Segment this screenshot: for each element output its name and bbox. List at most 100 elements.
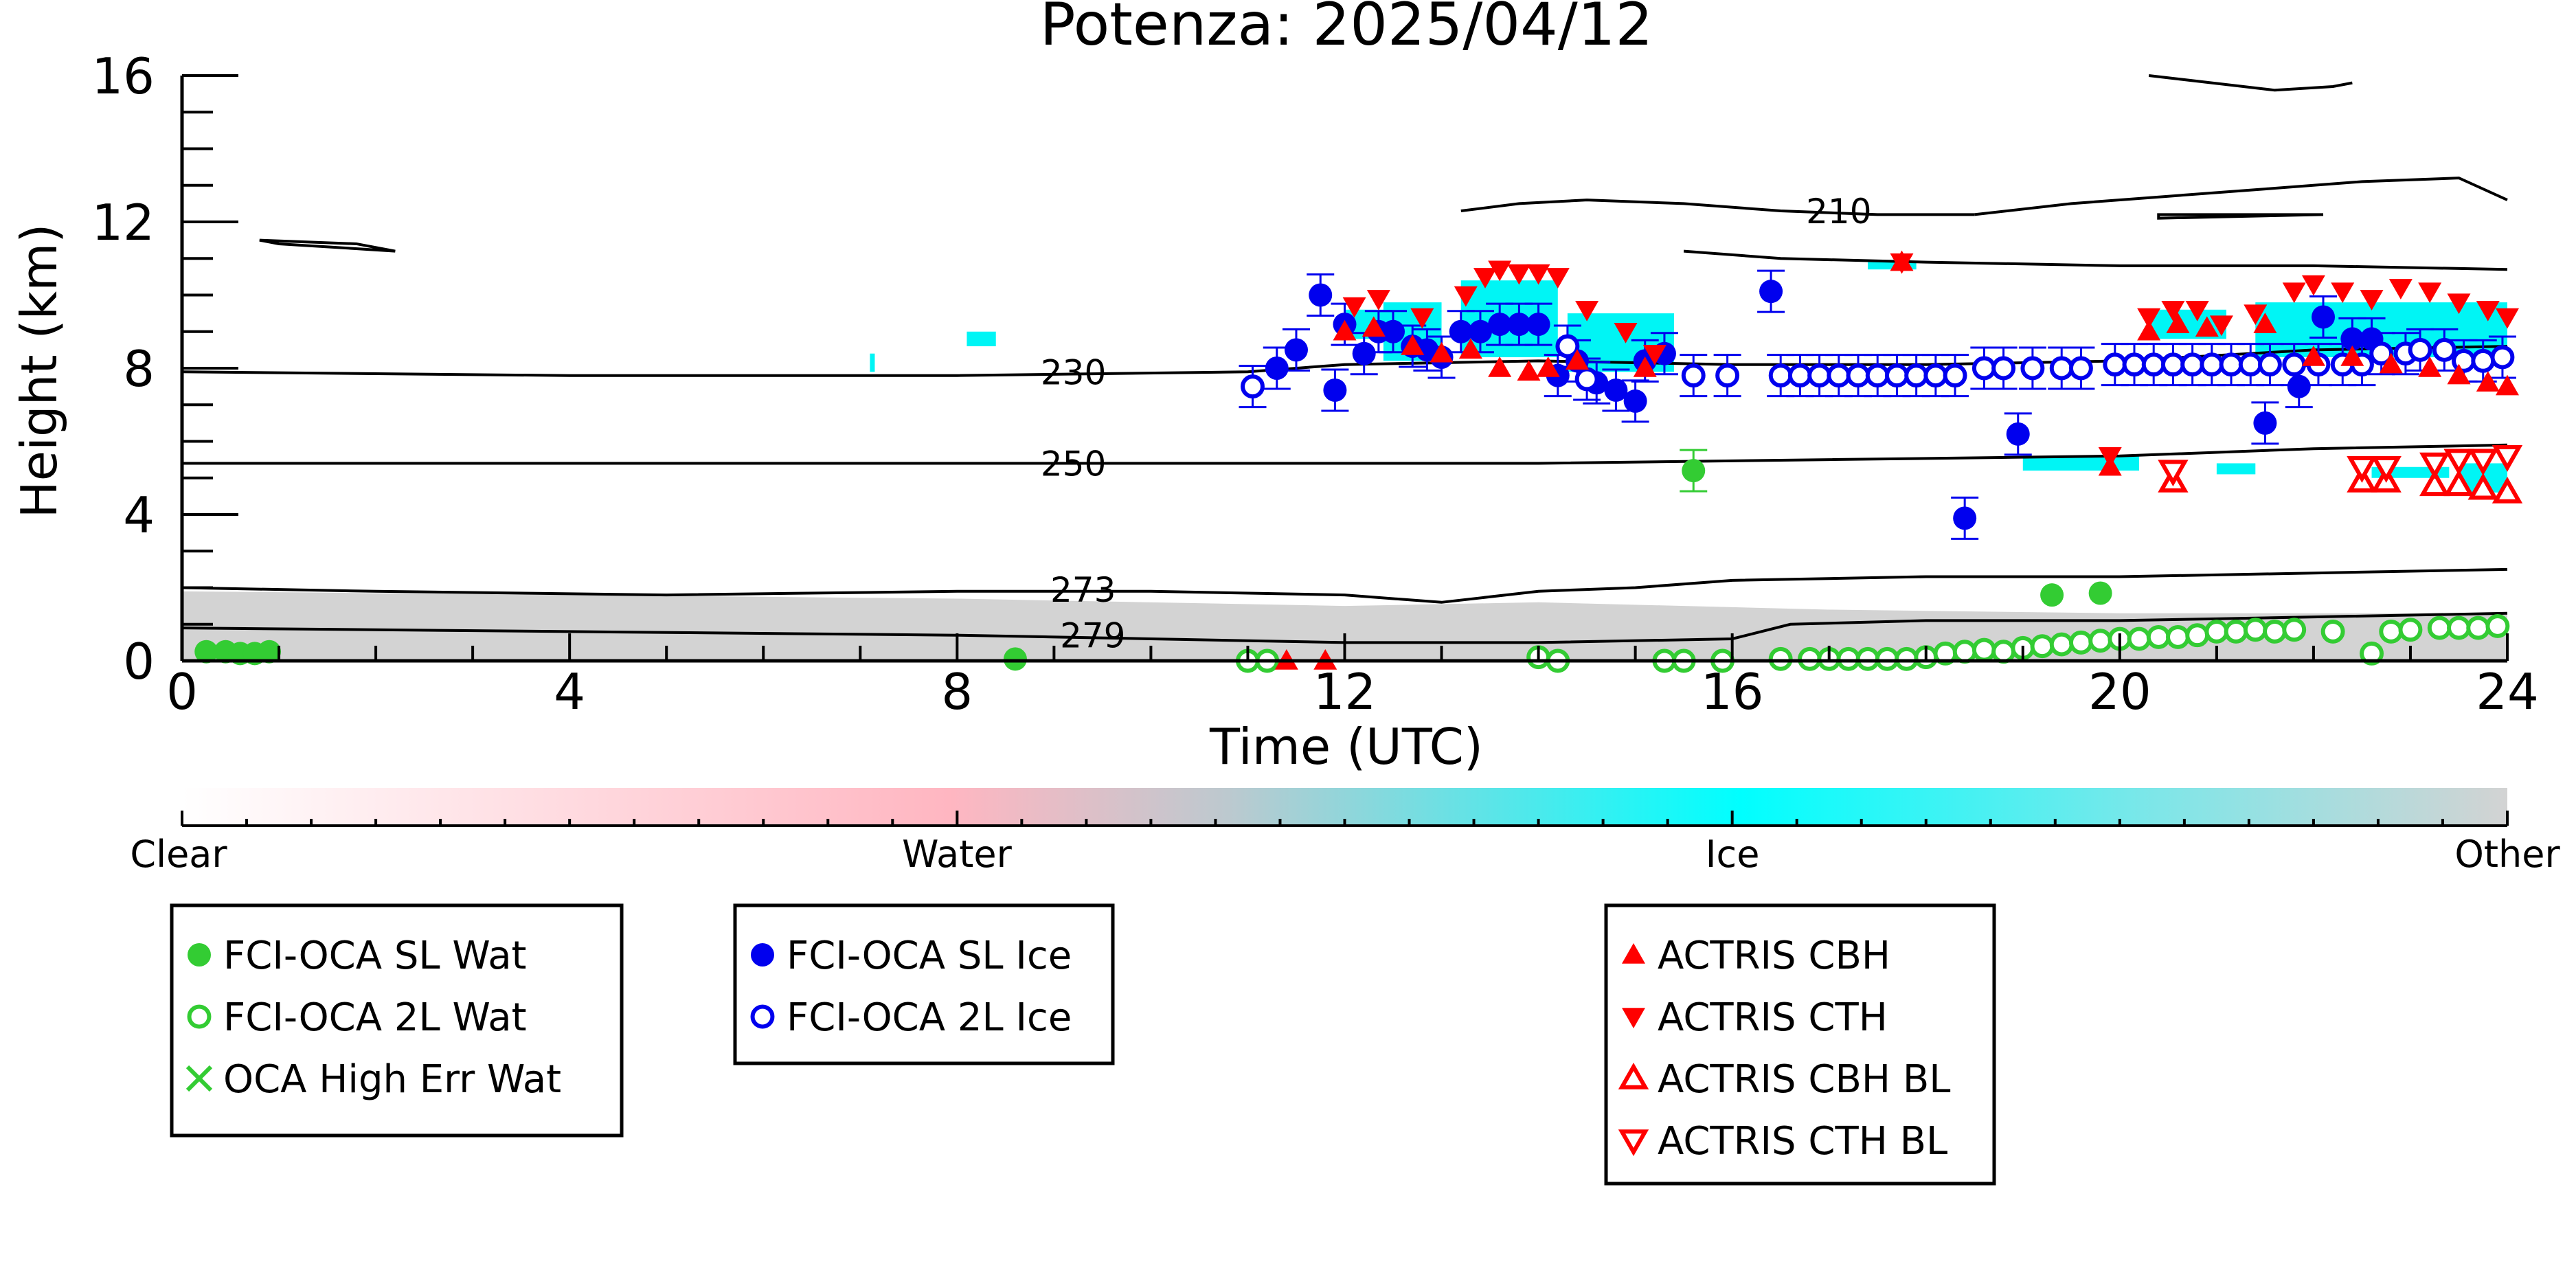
colorbar-ticks: [181, 811, 2509, 827]
contour-label: 250: [1041, 444, 1106, 484]
legend-marker: [1618, 1129, 1649, 1157]
fci-oca-2l-ice-point: [2068, 356, 2093, 381]
actris-cbh-point: [1633, 357, 1657, 377]
fci-oca-sl-ice-point: [1449, 319, 1473, 343]
ice-cloud-patch: [967, 331, 996, 347]
actris-cbh-bl-point: [2467, 473, 2498, 500]
actris-cbh-point: [2418, 357, 2442, 377]
fci-oca-2l-ice-point: [1943, 363, 1967, 388]
actris-cbh-point: [2166, 313, 2190, 333]
actris-cth-point: [2244, 304, 2268, 326]
fci-oca-2l-ice-point: [2141, 352, 2166, 377]
actris-cbh-point: [1517, 360, 1541, 381]
legend-marker: [751, 943, 774, 967]
actris-cth-point: [2331, 282, 2355, 304]
actris-cth-point: [2388, 279, 2413, 300]
fci-oca-2l-ice-point: [1971, 356, 1996, 381]
fci-oca-2l-wat-point: [1971, 637, 1996, 662]
actris-cth-point: [2098, 447, 2122, 468]
fci-oca-2l-wat-point: [1855, 646, 1880, 671]
fci-oca-2l-ice-point: [1904, 363, 1929, 388]
actris-cth-point: [1473, 268, 1498, 289]
legend-label: ACTRIS CTH BL: [1658, 1119, 1947, 1164]
fci-oca-2l-ice-point: [1787, 363, 1812, 388]
x-tick-label: 8: [941, 663, 973, 721]
legend-label: FCI-OCA 2L Wat: [223, 995, 527, 1040]
fci-oca-2l-wat-point: [1875, 646, 1899, 671]
fci-oca-2l-ice-point: [1991, 356, 2016, 381]
actris-cbh-point: [2195, 316, 2219, 337]
y-tick-label: 12: [91, 194, 155, 251]
actris-cbh-point: [1536, 357, 1560, 377]
actris-cth-point: [1575, 301, 1599, 321]
actris-cth-point: [2137, 308, 2161, 329]
fci-oca-2l-wat-point: [2485, 613, 2510, 638]
legend-box: ACTRIS CBH ACTRIS CTH ACTRIS CBH BL ACTRIS …: [1604, 903, 1996, 1186]
actris-cbh-point: [2340, 346, 2364, 366]
legend-marker: [185, 1065, 213, 1092]
legend-box: FCI-OCA SL Ice FCI-OCA 2L Ice: [733, 903, 1115, 1065]
fci-oca-2l-wat-point: [2466, 615, 2491, 640]
legend-marker: [1622, 1008, 1645, 1028]
fci-oca-2l-ice-point: [2432, 337, 2456, 362]
legend-marker: [1622, 943, 1645, 964]
x-tick-label: 20: [2088, 663, 2151, 721]
contour-line: [181, 567, 2508, 604]
fci-oca-sl-ice-point: [1526, 313, 1550, 337]
legend-label: OCA High Err Wat: [223, 1057, 561, 1102]
legend-frame: [733, 903, 1115, 1065]
fci-oca-2l-ice-point: [1923, 363, 1948, 388]
fci-oca-2l-wat-point: [2360, 641, 2384, 666]
fci-oca-2l-wat-point: [1798, 646, 1822, 671]
fci-oca-sl-ice-point: [2287, 374, 2311, 398]
actris-cth-bl-point: [2467, 449, 2498, 476]
fci-oca-sl-wat-point: [2088, 581, 2112, 605]
fci-oca-2l-wat-point: [1895, 646, 1919, 671]
actris-cth-bl-point: [2492, 445, 2523, 472]
contour-label: 230: [1041, 352, 1106, 392]
contour-label: 279: [1060, 616, 1125, 656]
ice-cloud-patch: [870, 353, 875, 372]
fci-oca-2l-wat-point: [2282, 618, 2307, 642]
y-tick-label: 4: [123, 486, 155, 544]
contour-line: [1683, 249, 2508, 271]
fci-oca-sl-ice-point: [2312, 305, 2336, 329]
fci-oca-2l-ice-point: [2103, 352, 2127, 377]
fci-oca-2l-ice-point: [2490, 345, 2515, 370]
fci-oca-sl-wat-point: [257, 640, 281, 664]
legends: FCI-OCA SL Wat FCI-OCA 2L Wat OCA High Err…: [170, 903, 1996, 1186]
colorbar-label-water: Water: [902, 833, 1012, 876]
fci-oca-2l-wat-point: [1952, 640, 1977, 664]
data-markers: [194, 250, 2523, 673]
actris-cbh-bl-point: [2419, 469, 2450, 497]
legend-marker: [750, 1004, 775, 1029]
ice-cloud-patch: [2216, 463, 2256, 475]
actris-cth-point: [2447, 293, 2471, 315]
fci-oca-2l-wat-point: [2204, 619, 2229, 644]
fci-oca-2l-wat-point: [2398, 618, 2423, 642]
fci-oca-sl-ice-point: [2006, 422, 2030, 446]
actris-cbh-point: [2496, 374, 2519, 396]
fci-oca-sl-wat-point: [194, 640, 218, 664]
fci-oca-2l-wat-point: [2427, 615, 2452, 640]
y-tick-label: 0: [123, 633, 155, 690]
fci-oca-sl-ice-point: [1284, 338, 1308, 362]
actris-cbh-point: [2476, 371, 2500, 392]
contour-line: [1460, 199, 1975, 216]
fci-oca-sl-ice-point: [1953, 506, 1977, 530]
y-axis-label: Height (km): [10, 224, 68, 519]
colorbar-label-ice: Ice: [1706, 833, 1760, 876]
fci-oca-2l-ice-point: [1715, 363, 1740, 388]
contour-label: 273: [1050, 570, 1116, 610]
fci-oca-2l-wat-point: [2127, 626, 2151, 651]
actris-cbh-point: [2253, 313, 2277, 333]
fci-oca-2l-ice-point: [2219, 352, 2244, 377]
actris-cbh-point: [1430, 341, 1454, 363]
fci-oca-2l-wat-point: [2088, 629, 2113, 653]
grey-boundary-layer: [182, 591, 2507, 661]
x-axis-label: Time (UTC): [1209, 718, 1483, 776]
actris-cth-point: [1507, 264, 1531, 285]
actris-cth-point: [2476, 301, 2500, 321]
actris-cth-point: [2209, 315, 2233, 337]
